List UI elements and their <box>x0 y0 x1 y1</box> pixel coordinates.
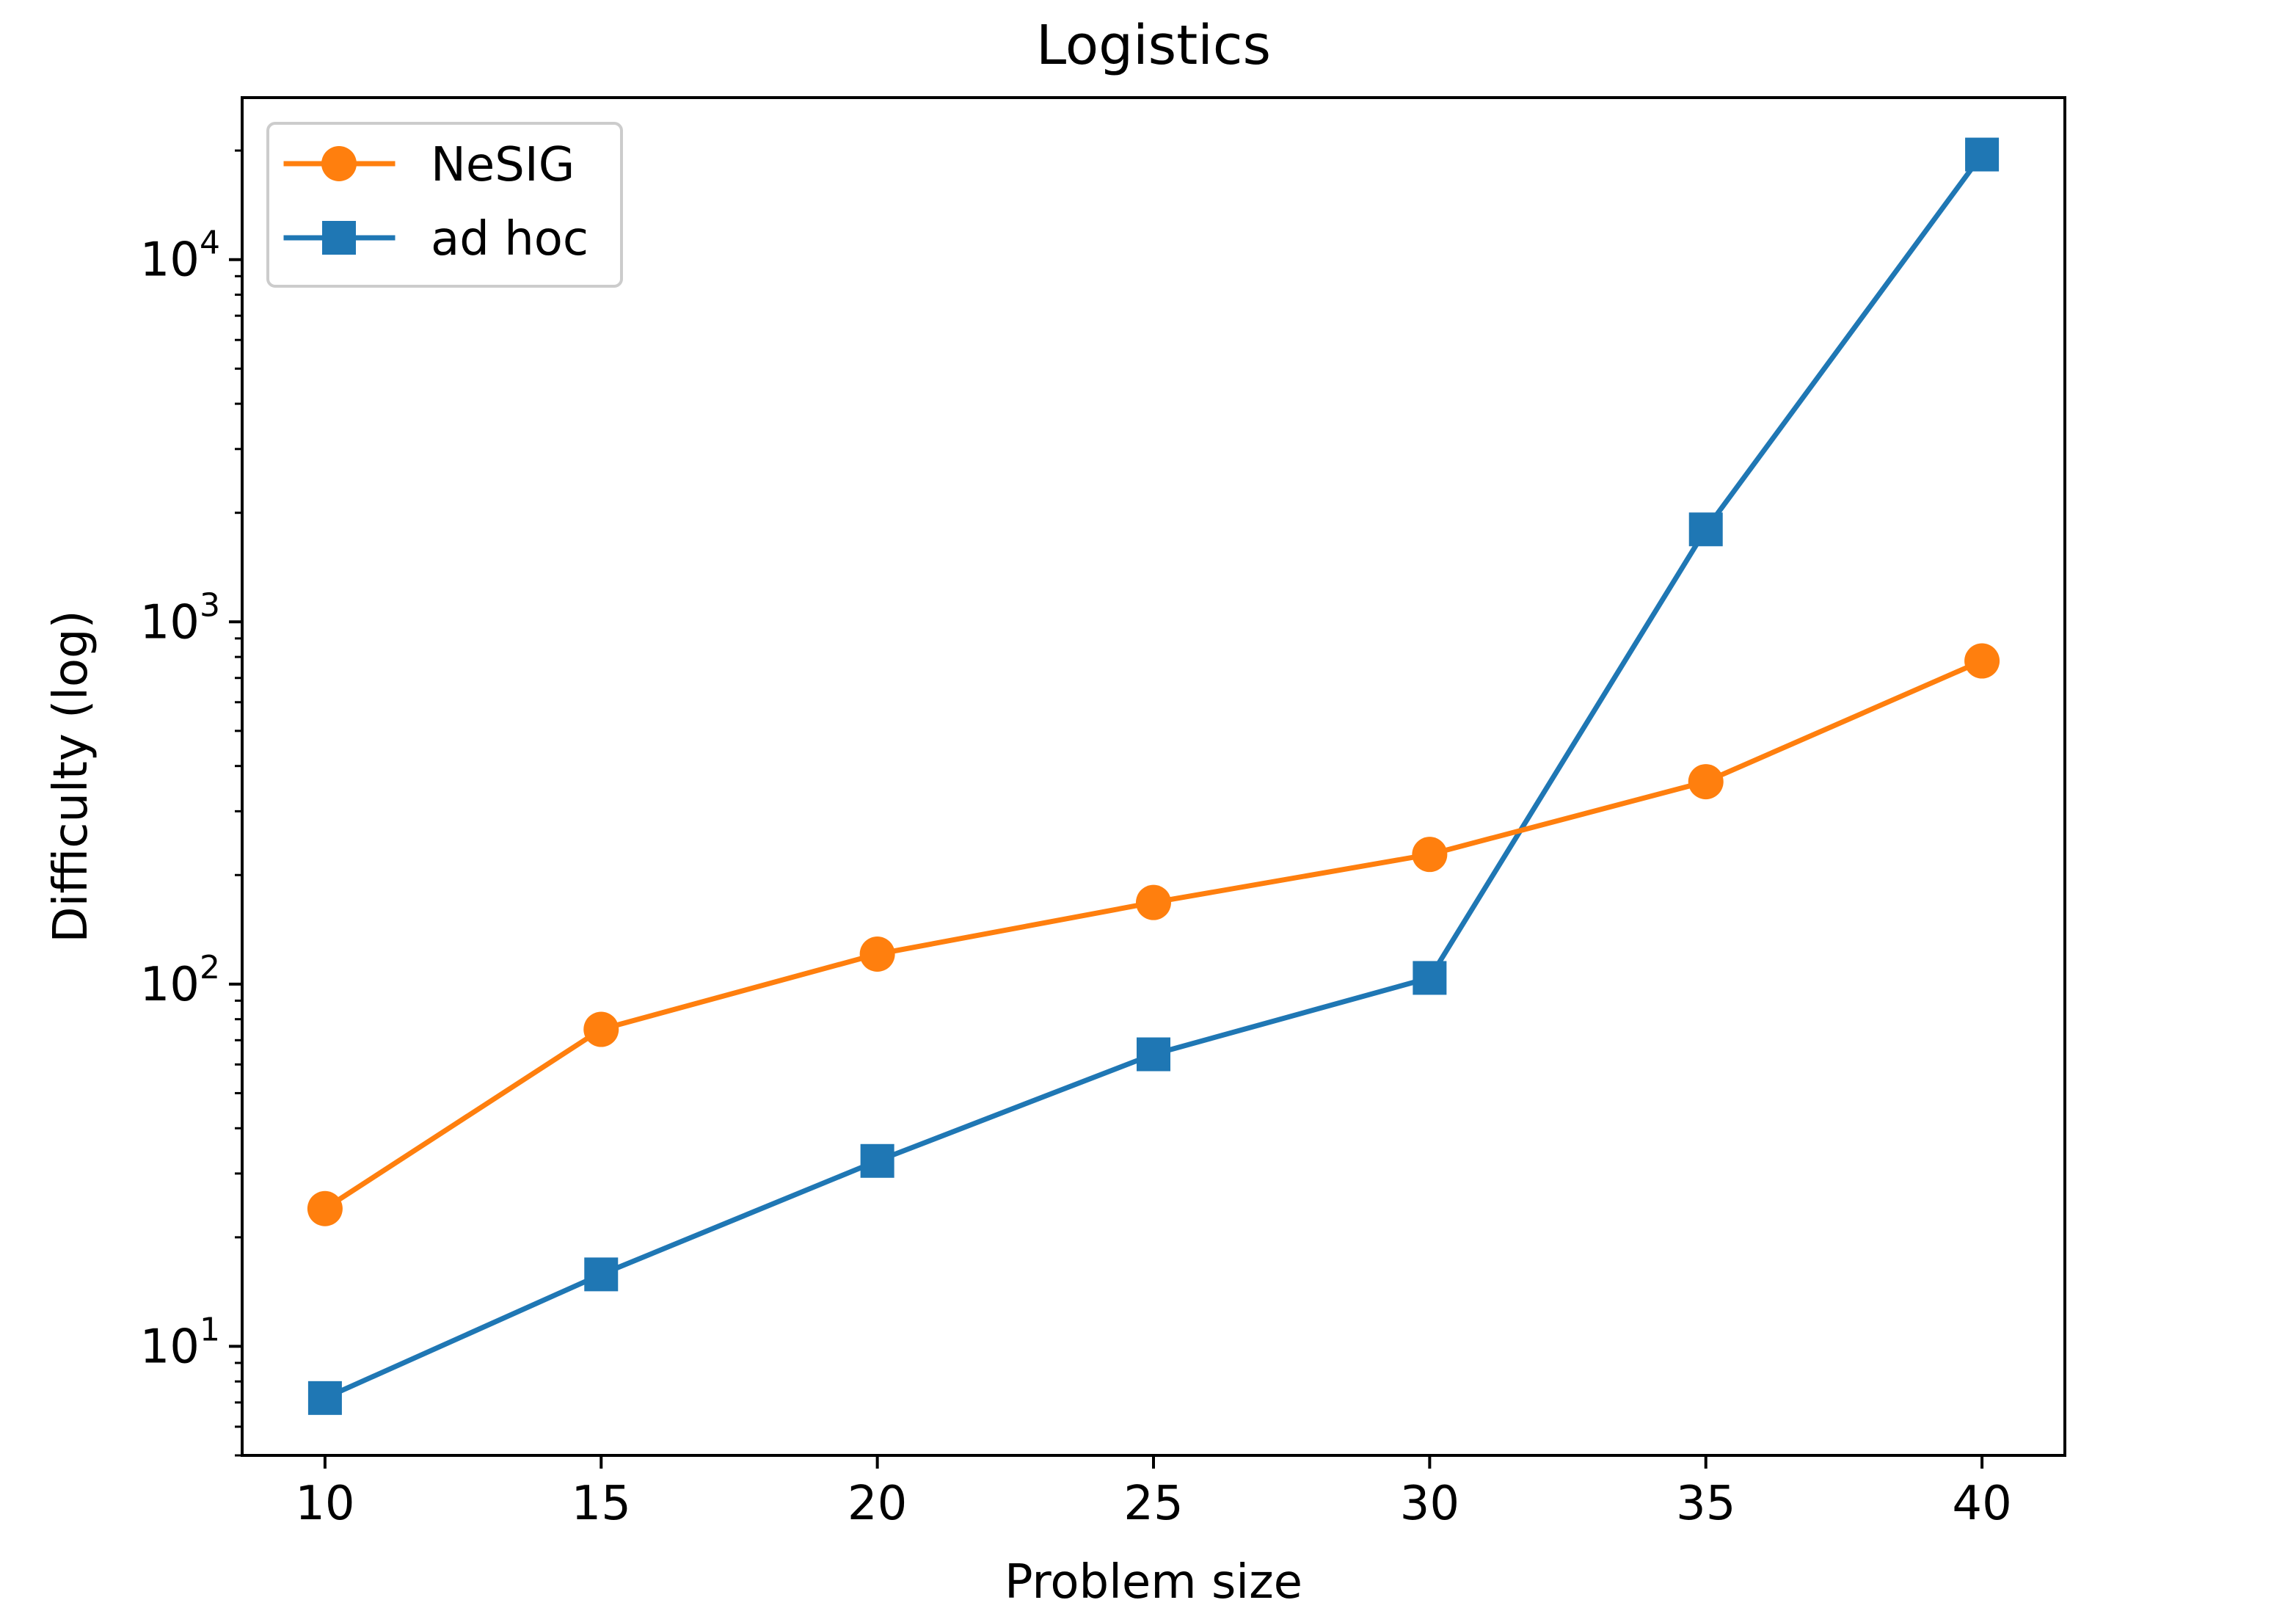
data-point-nesig <box>1688 764 1724 800</box>
x-tick-label: 25 <box>1123 1477 1183 1531</box>
y-tick-label: 104 <box>140 225 220 288</box>
legend-marker-adhoc <box>322 221 356 255</box>
x-tick-label: 30 <box>1400 1477 1459 1531</box>
data-point-ad-hoc <box>584 1257 619 1292</box>
legend-label-adhoc: ad hoc <box>431 212 588 266</box>
x-tick-label: 35 <box>1676 1477 1735 1531</box>
data-point-ad-hoc <box>1688 512 1723 547</box>
chart-title: Logistics <box>1036 14 1271 77</box>
data-point-ad-hoc <box>860 1143 894 1178</box>
data-point-ad-hoc <box>1413 961 1447 995</box>
legend-marker-nesig <box>321 146 357 181</box>
legend-label-nesig: NeSIG <box>431 138 575 192</box>
legend: NeSIG ad hoc <box>266 122 623 288</box>
y-tick-label: 102 <box>140 949 220 1012</box>
data-point-ad-hoc <box>307 1381 342 1415</box>
series-line-ad-hoc <box>324 153 1984 1400</box>
y-axis-label: Difficulty (log) <box>44 610 98 942</box>
x-axis-ticks: 10 15 20 25 30 35 40 <box>295 1455 2012 1531</box>
x-axis-label: Problem size <box>1005 1555 1302 1610</box>
x-tick-label: 10 <box>295 1477 354 1531</box>
data-point-nesig <box>1412 837 1448 873</box>
x-tick-label: 20 <box>848 1477 907 1531</box>
data-point-nesig <box>583 1011 619 1047</box>
data-point-nesig <box>859 936 895 972</box>
axes-frame <box>241 96 2066 1457</box>
x-tick-label: 40 <box>1952 1477 2011 1531</box>
plot-area <box>307 137 2000 1415</box>
y-tick-label: 103 <box>140 586 220 650</box>
data-point-nesig <box>307 1190 343 1226</box>
data-point-ad-hoc <box>1965 137 2000 172</box>
data-point-nesig <box>1136 884 1171 920</box>
x-tick-label: 15 <box>572 1477 631 1531</box>
y-tick-label: 101 <box>140 1311 220 1374</box>
series-line-nesig <box>323 658 1983 1211</box>
data-point-nesig <box>1964 643 2000 679</box>
y-axis-ticks: 101 102 103 104 <box>140 149 242 1457</box>
data-point-ad-hoc <box>1137 1037 1170 1072</box>
